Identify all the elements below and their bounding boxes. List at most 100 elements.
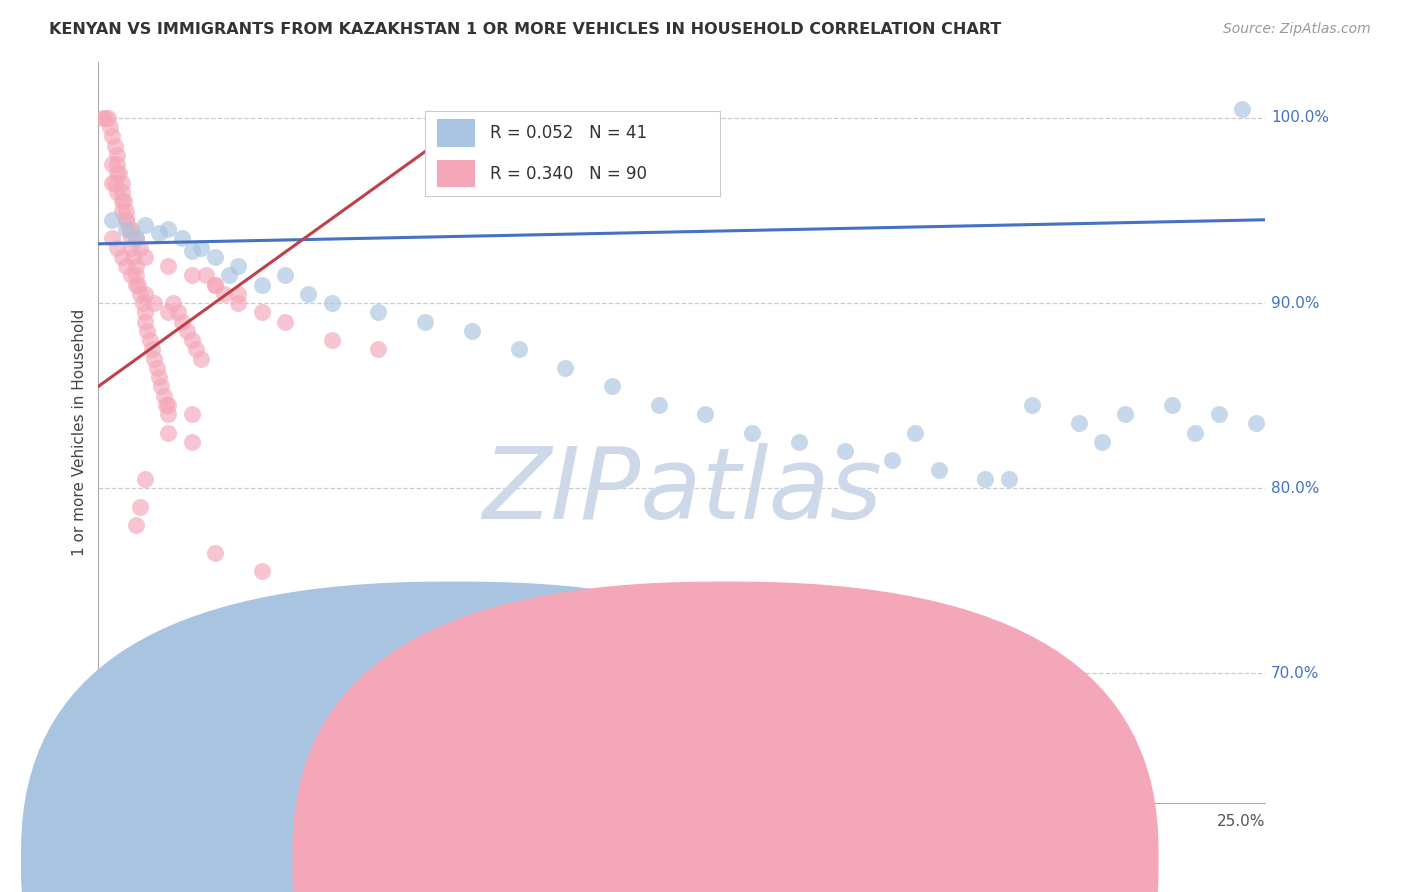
Point <box>148 370 170 384</box>
Point <box>166 305 188 319</box>
Point <box>228 286 250 301</box>
Point <box>1067 417 1090 431</box>
Point <box>134 315 156 329</box>
Point <box>105 241 128 255</box>
Point <box>94 111 117 125</box>
Text: 0.0%: 0.0% <box>98 814 138 830</box>
Point <box>834 444 856 458</box>
Point <box>204 277 226 292</box>
Text: 70.0%: 70.0% <box>1271 665 1319 681</box>
Point <box>129 500 152 514</box>
Point <box>218 268 240 283</box>
Point <box>111 666 134 681</box>
Point <box>1161 398 1184 412</box>
Point <box>125 268 148 283</box>
Text: KENYAN VS IMMIGRANTS FROM KAZAKHSTAN 1 OR MORE VEHICLES IN HOUSEHOLD CORRELATION: KENYAN VS IMMIGRANTS FROM KAZAKHSTAN 1 O… <box>49 22 1001 37</box>
Point <box>250 277 273 292</box>
Point <box>157 398 180 412</box>
Point <box>367 343 389 357</box>
Point <box>155 398 177 412</box>
Point <box>104 138 127 153</box>
Point <box>101 157 124 171</box>
Point <box>413 315 436 329</box>
Point <box>132 296 155 310</box>
Text: 100.0%: 100.0% <box>1271 111 1329 126</box>
Point <box>120 231 142 245</box>
Point <box>274 268 297 283</box>
Text: 25.0%: 25.0% <box>1218 814 1265 830</box>
Point <box>172 315 194 329</box>
Point <box>180 268 202 283</box>
Point <box>129 241 152 255</box>
Point <box>105 157 128 171</box>
Point <box>120 222 142 236</box>
Point <box>508 343 530 357</box>
Point <box>321 296 343 310</box>
Point <box>250 565 273 579</box>
Point <box>111 250 134 264</box>
Point <box>228 296 250 310</box>
Point <box>115 657 138 671</box>
Point <box>204 250 226 264</box>
Point <box>125 259 148 273</box>
Point <box>204 546 226 560</box>
Point <box>1091 434 1114 449</box>
Point <box>1184 425 1206 440</box>
Point <box>105 185 128 199</box>
Text: ZIPatlas: ZIPatlas <box>482 443 882 541</box>
Point <box>1208 407 1230 421</box>
Point <box>157 222 180 236</box>
Point <box>180 244 202 259</box>
Point <box>180 333 202 347</box>
Point <box>134 472 156 486</box>
Point <box>157 259 180 273</box>
Point <box>136 324 159 338</box>
Point <box>115 203 138 218</box>
Point <box>111 194 134 209</box>
Point <box>101 231 124 245</box>
Point <box>157 407 180 421</box>
Point <box>134 305 156 319</box>
Y-axis label: 1 or more Vehicles in Household: 1 or more Vehicles in Household <box>72 309 87 557</box>
Point <box>162 296 184 310</box>
Point <box>120 268 142 283</box>
Point <box>1230 102 1253 116</box>
Point <box>157 425 180 440</box>
Point <box>141 343 163 357</box>
Point <box>111 185 134 199</box>
Text: Kenyans: Kenyans <box>474 852 544 870</box>
Point <box>695 407 717 421</box>
Point <box>127 277 149 292</box>
Point <box>101 176 124 190</box>
Point <box>1244 417 1267 431</box>
Point <box>125 231 148 245</box>
Point <box>134 250 156 264</box>
Point <box>297 694 319 708</box>
Point <box>904 425 927 440</box>
Point <box>228 259 250 273</box>
Point <box>190 241 212 255</box>
Point <box>118 222 141 236</box>
Point <box>1021 398 1043 412</box>
Bar <box>437 120 475 146</box>
Point <box>105 167 128 181</box>
Point <box>105 148 128 162</box>
Point <box>143 296 166 310</box>
Point <box>143 351 166 366</box>
Point <box>367 305 389 319</box>
Bar <box>437 161 475 187</box>
Point <box>150 379 173 393</box>
Point <box>108 759 131 773</box>
Point <box>194 268 217 283</box>
Point <box>172 231 194 245</box>
Point <box>104 703 127 717</box>
Point <box>111 203 134 218</box>
Point <box>214 286 236 301</box>
Point <box>180 407 202 421</box>
Text: 80.0%: 80.0% <box>1271 481 1319 496</box>
Point <box>180 434 202 449</box>
Point <box>600 379 623 393</box>
Point <box>134 286 156 301</box>
Point <box>129 286 152 301</box>
Point <box>111 176 134 190</box>
